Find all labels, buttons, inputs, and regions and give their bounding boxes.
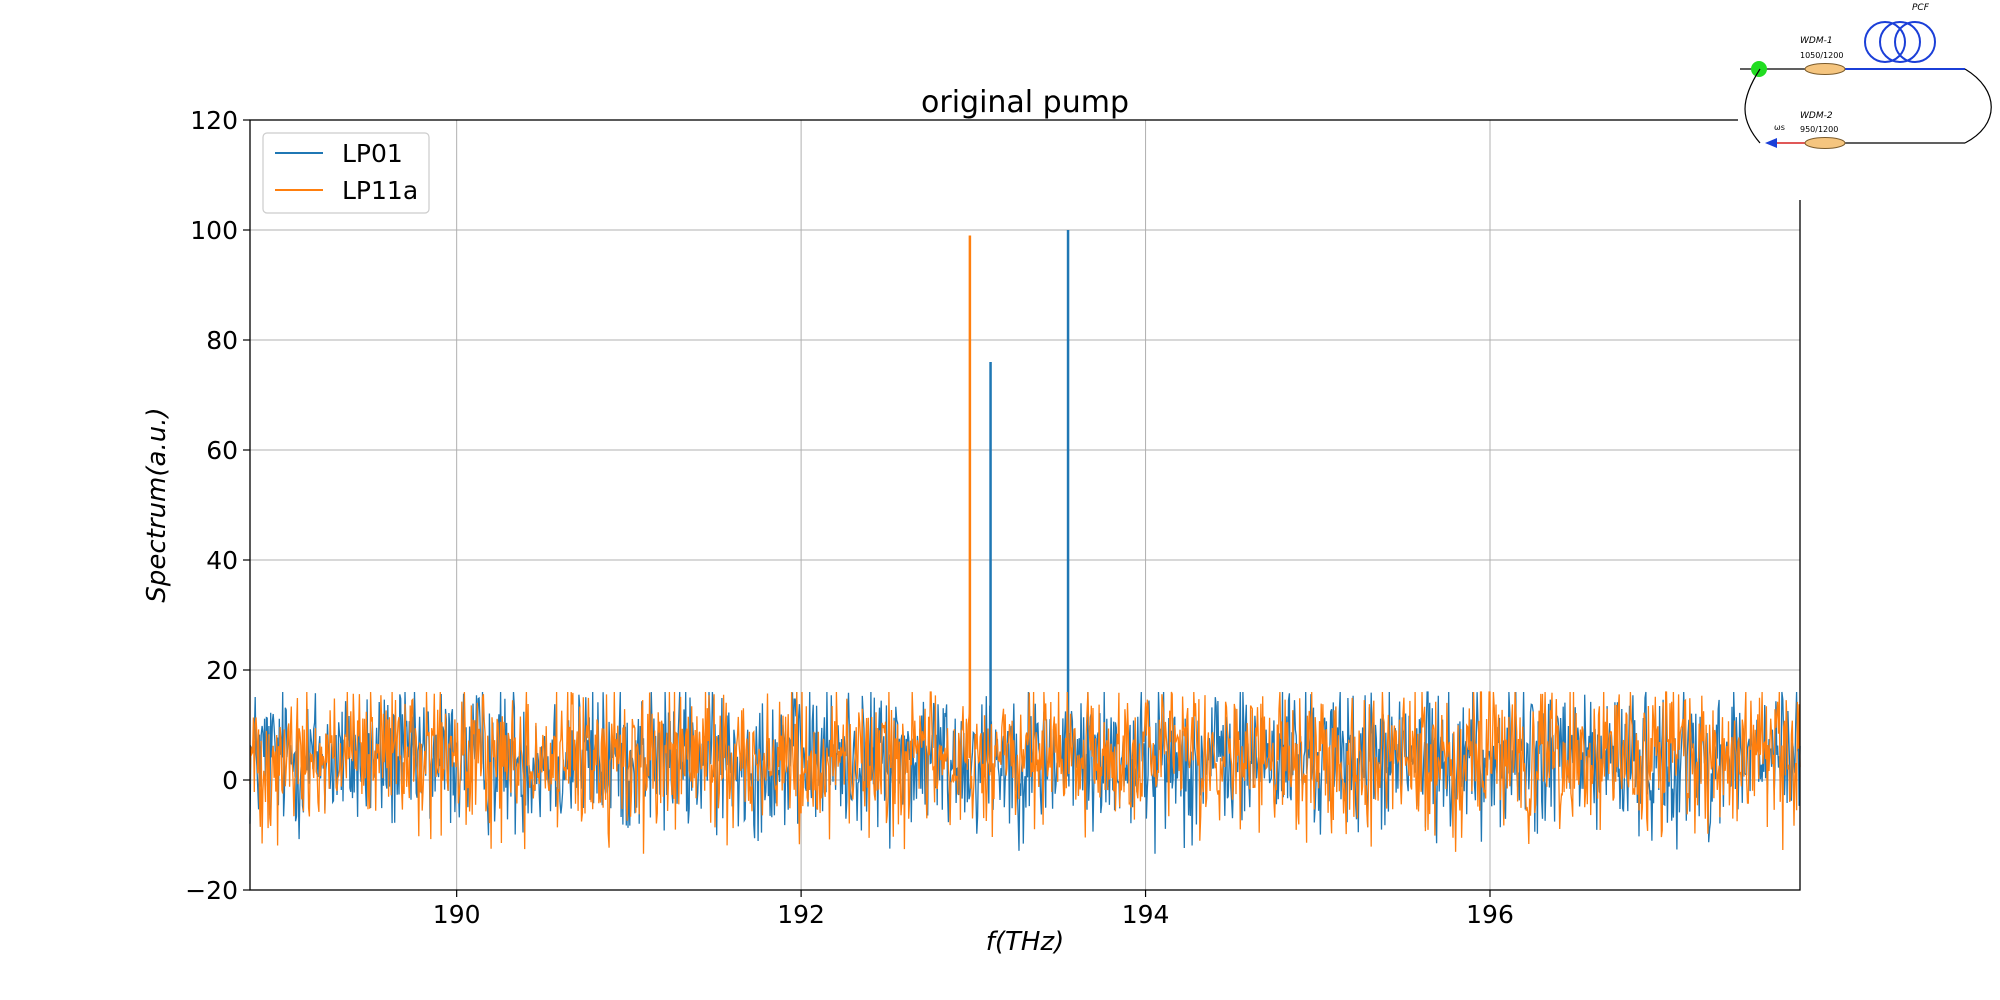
inset-loop-right [1964, 68, 1992, 144]
legend-label-lp01: LP01 [342, 139, 403, 168]
inset-pcf-label: PCF [1912, 3, 1930, 13]
y-tick-label: −20 [185, 876, 238, 905]
inset-wdm2-sub: 950/1200 [1800, 125, 1838, 134]
y-tick-label: 20 [206, 656, 238, 685]
chart-title: original pump [921, 85, 1129, 120]
pcf-coil-icon [1879, 21, 1921, 63]
x-tick-label: 192 [777, 900, 825, 929]
y-tick-label: 120 [190, 106, 238, 135]
pcf-coil-icon [1864, 21, 1906, 63]
inset-wdm1-sub: 1050/1200 [1800, 51, 1843, 60]
inset-schematic: PCF WDM-1 1050/1200 WDM-2 950/1200 ωs [1738, 0, 2000, 200]
y-tick-label: 100 [190, 216, 238, 245]
x-axis-label: f(THz) [986, 927, 1065, 957]
inset-wdm2-label: WDM-2 [1800, 111, 1833, 121]
y-tick-label: 40 [206, 546, 238, 575]
y-tick-label: 80 [206, 326, 238, 355]
inset-background [1738, 0, 2000, 200]
inset-wdm1-label: WDM-1 [1800, 36, 1833, 46]
legend-label-lp11a: LP11a [342, 176, 418, 205]
series-line-lp01 [249, 691, 1801, 854]
y-axis-label: Spectrum(a.u.) [142, 407, 172, 602]
inset-omega-label: ωs [1774, 123, 1785, 132]
y-tick-label: 0 [222, 766, 238, 795]
series-layer [249, 230, 1801, 854]
pcf-coil-icon [1894, 21, 1936, 63]
blue-arrow-icon [1765, 138, 1777, 148]
y-axis: −20 0 20 40 60 80 100 120 [185, 106, 250, 905]
y-tick-label: 60 [206, 436, 238, 465]
inset-loop-left [1744, 68, 1761, 144]
x-tick-label: 194 [1122, 900, 1170, 929]
x-tick-label: 196 [1466, 900, 1514, 929]
wdm1-coupler-icon [1804, 63, 1846, 75]
x-axis: 190 192 194 196 [433, 890, 1514, 929]
wdm2-coupler-icon [1804, 137, 1846, 149]
series-line-lp11a [249, 691, 1801, 854]
green-port-icon [1751, 61, 1767, 77]
x-tick-label: 190 [433, 900, 481, 929]
axes-frame [249, 119, 1801, 891]
legend: LP01 LP11a [262, 132, 430, 214]
